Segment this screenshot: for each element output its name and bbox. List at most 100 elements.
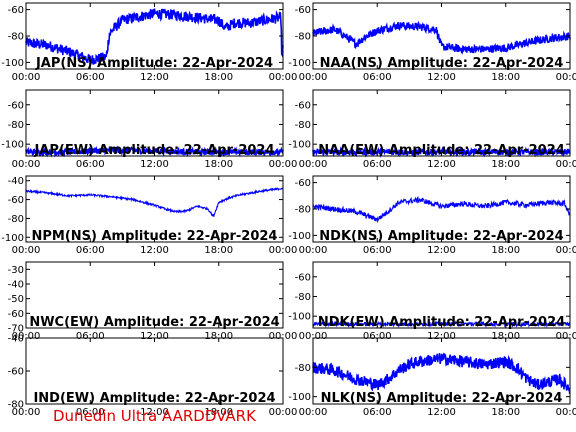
y-tick-label: -100 [288,231,311,242]
x-tick-label: 00:00 [556,245,576,256]
panel-1: 00:00 06:00 12:00 18:00 00:00 -100 -80 -60 NAA(N… [288,2,576,83]
x-tick-label: 00:00 [12,159,41,170]
y-tick-label: -100 [288,58,311,69]
trace-line [25,187,284,218]
panel-title: NPM(NS) Amplitude: 22-Apr-2024 [32,229,278,244]
panel-title: NWC(EW) Amplitude: 22-Apr-2024 [29,315,279,330]
y-tick-label: -80 [8,32,24,43]
y-tick-label: -60 [8,100,24,111]
y-tick-label: -100 [1,140,24,151]
x-tick-label: 06:00 [363,407,392,418]
x-tick-label: 00:00 [269,331,298,342]
panel-title: NDK(NS) Amplitude: 22-Apr-2024 [319,229,563,244]
footer-label: Dunedin Ultra AARDDVARK [53,407,256,425]
x-tick-label: 18:00 [204,72,233,83]
x-tick-label: 12:00 [140,407,169,418]
x-tick-label: 00:00 [299,331,328,342]
trace-line [312,352,571,395]
x-tick-label: 06:00 [76,72,105,83]
x-tick-label: 12:00 [140,331,169,342]
x-tick-label: 00:00 [12,245,41,256]
panel-title: JAP(NS) Amplitude: 22-Apr-2024 [35,56,273,71]
trace-line [312,195,571,224]
panel-4: 00:00 06:00 12:00 18:00 00:00-100-80-60-40NP… [1,175,298,256]
y-tick-label: -60 [295,5,311,16]
y-tick-label: -60 [295,100,311,111]
trace-line [312,320,571,329]
x-tick-label: 00:00 [269,72,298,83]
x-tick-label: 12:00 [427,72,456,83]
y-tick-label: -40 [8,334,24,345]
x-tick-label: 06:00 [76,331,105,342]
y-tick-label: -80 [8,120,24,131]
y-tick-label: -60 [295,272,311,283]
trace-line [312,146,571,158]
x-tick-label: 06:00 [76,159,105,170]
x-tick-label: 00:00 [299,159,328,170]
panel-0: 00:00 06:00 12:00 18:00 00:00 -100 -80 -60 JAP(N… [1,2,298,83]
x-tick-label: 18:00 [491,159,520,170]
x-tick-label: 00:00 [299,245,328,256]
x-tick-label: 18:00 [491,245,520,256]
y-tick-label: -80 [8,214,24,225]
panel-title: NLK(NS) Amplitude: 22-Apr-2024 [321,391,563,406]
panel-3: 00:00 06:00 12:00 18:00 00:00 -100 -80 -60 NAA(E… [288,89,576,170]
x-tick-label: 06:00 [363,159,392,170]
x-tick-label: 00:00 [12,331,41,342]
y-tick-label: -80 [8,400,24,411]
x-tick-label: 12:00 [140,245,169,256]
panel-title: NAA(EW) Amplitude: 22-Apr-2024 [318,143,565,158]
x-tick-label: 18:00 [491,72,520,83]
x-tick-label: 00:00 [12,72,41,83]
x-tick-label: 06:00 [363,72,392,83]
x-tick-label: 00:00 [556,72,576,83]
y-tick-label: -70 [8,324,24,335]
panel-title: IND(EW) Amplitude: 22-Apr-2024 [33,391,275,406]
x-tick-label: 06:00 [363,331,392,342]
y-tick-label: -80 [295,32,311,43]
x-tick-label: 12:00 [140,72,169,83]
y-tick-label: -50 [8,294,24,305]
x-tick-label: 12:00 [427,407,456,418]
x-tick-label: 00:00 [299,407,328,418]
y-tick-label: -60 [8,5,24,16]
y-tick-label: -100 [1,233,24,244]
y-tick-label: -80 [295,292,311,303]
x-tick-label: 12:00 [427,331,456,342]
x-tick-label: 00:00 [556,407,576,418]
panel-2: 00:00 06:00 12:00 18:00 00:00 -100 -80 -60 JAP(E… [1,89,298,170]
y-tick-label: -30 [8,265,24,276]
x-tick-label: 18:00 [204,331,233,342]
y-tick-label: -100 [288,312,311,323]
x-tick-label: 06:00 [363,245,392,256]
y-tick-label: -80 [295,120,311,131]
panel-title: NAA(NS) Amplitude: 22-Apr-2024 [320,56,564,71]
x-tick-label: 00:00 [556,331,576,342]
y-tick-label: -100 [288,140,311,151]
x-tick-label: 00:00 [299,72,328,83]
panel-5: 00:00 06:00 12:00 18:00 00:00 -100 -80 -60 NDK(N… [288,175,576,256]
y-tick-label: -60 [8,367,24,378]
x-tick-label: 00:00 [269,159,298,170]
panel-7: 00:00 06:00 12:00 18:00 00:00 -100 -80 -60 NDK(E… [288,261,576,342]
panel-title: JAP(EW) Amplitude: 22-Apr-2024 [33,143,274,158]
x-tick-label: 12:00 [427,245,456,256]
x-tick-label: 18:00 [204,159,233,170]
panel-8: 00:00 06:00 12:00 18:00 00:00-80-60-40IND(EW… [8,334,298,419]
panel-title: NDK(EW) Amplitude: 22-Apr-2024 [318,315,565,330]
y-tick-label: -40 [8,176,24,187]
y-tick-label: -40 [8,280,24,291]
x-tick-label: 00:00 [12,407,41,418]
x-tick-label: 00:00 [269,407,298,418]
y-tick-label: -100 [1,58,24,69]
y-tick-label: -60 [8,309,24,320]
x-tick-label: 00:00 [269,245,298,256]
y-tick-label: -60 [8,195,24,206]
y-tick-label: -100 [288,392,311,403]
x-tick-label: 18:00 [491,407,520,418]
x-tick-label: 06:00 [76,407,105,418]
x-tick-label: 18:00 [204,245,233,256]
x-tick-label: 18:00 [491,331,520,342]
x-tick-label: 12:00 [427,159,456,170]
